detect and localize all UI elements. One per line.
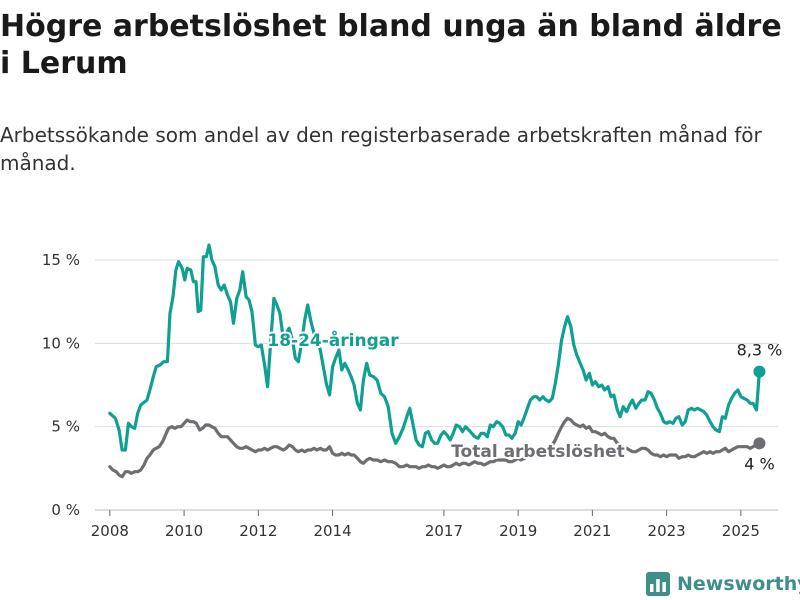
y-tick-label: 15 % bbox=[42, 251, 80, 269]
series-line-0 bbox=[108, 243, 761, 452]
x-tick-label: 2014 bbox=[313, 522, 351, 540]
y-axis: 0 % 5 % 10 % 15 % bbox=[42, 251, 80, 519]
series-label-youth: 18-24-åringar bbox=[267, 329, 399, 351]
series-endpoint-0 bbox=[753, 365, 766, 378]
x-tick-label: 2008 bbox=[91, 522, 129, 540]
x-axis: 2008 2010 2012 2014 2017 2019 2021 2023 2025 bbox=[91, 510, 760, 540]
x-tick-label: 2025 bbox=[722, 522, 760, 540]
x-tick-label: 2012 bbox=[239, 522, 277, 540]
x-tick-label: 2017 bbox=[425, 522, 463, 540]
series-layer bbox=[108, 243, 766, 479]
chart-title: Högre arbetslöshet bland unga än bland ä… bbox=[0, 9, 782, 81]
series-line-1 bbox=[108, 416, 761, 479]
y-tick-label: 0 % bbox=[51, 501, 80, 519]
x-tick-label: 2023 bbox=[648, 522, 686, 540]
series-label-total: Total arbetslöshet bbox=[451, 442, 625, 462]
series-endpoint-1 bbox=[753, 437, 766, 450]
end-value-youth: 8,3 % bbox=[737, 341, 783, 360]
brand-name: Newsworthy bbox=[677, 573, 800, 595]
chart-subtitle: Arbetssökande som andel av den registerb… bbox=[0, 123, 762, 175]
x-tick-label: 2010 bbox=[165, 522, 203, 540]
y-tick-label: 5 % bbox=[51, 418, 80, 436]
bar-chart-icon bbox=[646, 572, 670, 596]
newsworthy-logo: Newsworthy bbox=[646, 569, 800, 599]
end-value-total: 4 % bbox=[744, 454, 774, 473]
x-tick-label: 2021 bbox=[573, 522, 611, 540]
label-layer: 18-24-åringar Total arbetslöshet 8,3 % 4 % bbox=[265, 327, 783, 473]
x-tick-label: 2019 bbox=[499, 522, 537, 540]
y-tick-label: 10 % bbox=[42, 334, 80, 352]
